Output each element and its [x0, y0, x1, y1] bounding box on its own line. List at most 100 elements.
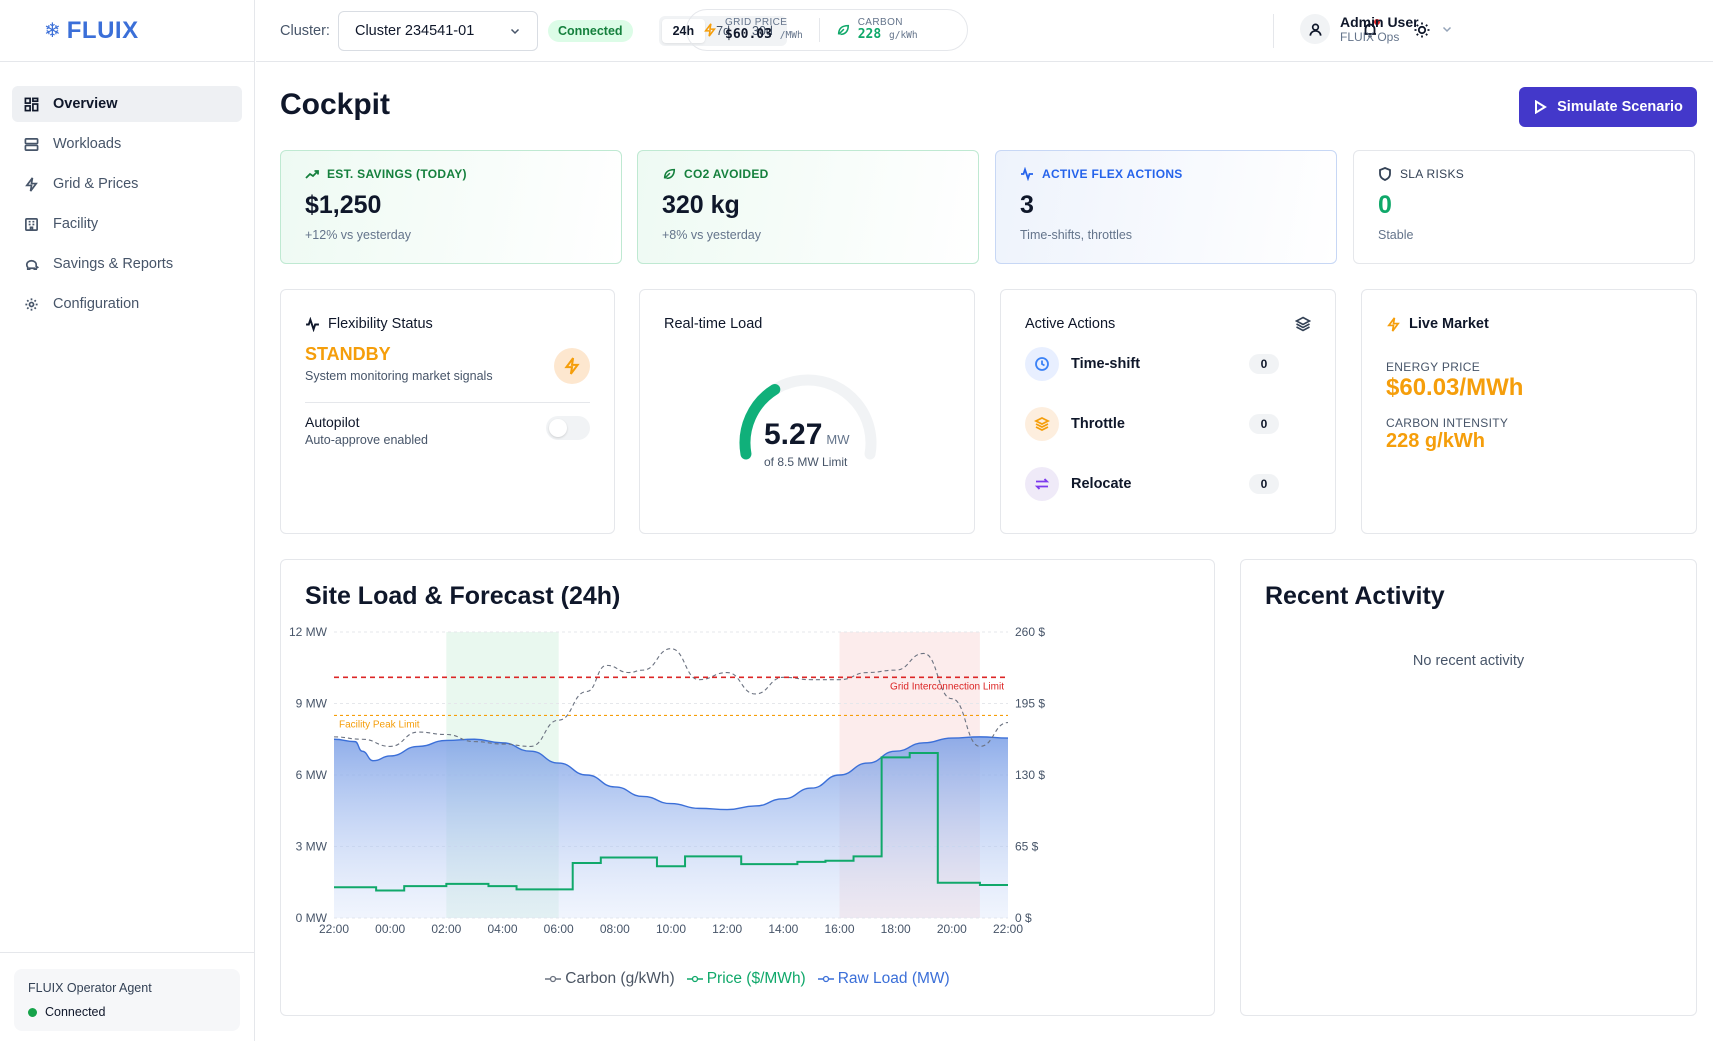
- bolt-icon: [25, 176, 38, 192]
- grid-icon: [24, 97, 39, 111]
- carbon-ticker: CARBON 228 g/kWh: [836, 17, 918, 43]
- user-menu[interactable]: Admin User FLUIX Ops: [1300, 14, 1453, 44]
- kpi-sla-risks-card: SLA RISKS 0 Stable: [1353, 150, 1695, 264]
- sidebar-item-configuration[interactable]: Configuration: [12, 286, 242, 322]
- flexibility-status-title: Flexibility Status: [328, 316, 433, 332]
- flexibility-divider: [305, 402, 590, 403]
- x-tick: 18:00: [881, 922, 911, 936]
- sidebar-item-savings-reports[interactable]: Savings & Reports: [12, 246, 242, 282]
- sidebar-item-grid-prices[interactable]: Grid & Prices: [12, 166, 242, 202]
- action-row-throttle[interactable]: Throttle 0: [1025, 406, 1279, 442]
- realtime-load-card: Real-time Load 5.27 MW of 8.5 MW Limit: [639, 289, 975, 534]
- carbon-label: CARBON: [857, 17, 903, 28]
- y-left-tick: 3 MW: [296, 840, 328, 854]
- piggy-icon: [25, 259, 39, 270]
- operator-agent-status-text: Connected: [45, 1005, 106, 1019]
- operator-agent-status: Connected: [28, 1005, 226, 1019]
- y-left-tick: 12 MW: [289, 625, 328, 639]
- x-tick: 22:00: [993, 922, 1023, 936]
- kpi-sla-value: 0: [1378, 191, 1392, 219]
- action-relocate-count: 0: [1249, 474, 1279, 494]
- kpi-flex-actions-card: ACTIVE FLEX ACTIONS 3 Time-shifts, throt…: [995, 150, 1337, 264]
- legend-price[interactable]: Price ($/MWh): [686, 970, 806, 988]
- x-tick: 02:00: [431, 922, 461, 936]
- clock-icon: [1025, 347, 1059, 381]
- action-row-time-shift[interactable]: Time-shift 0: [1025, 346, 1279, 382]
- flexibility-status-title-row: Flexibility Status: [305, 316, 590, 332]
- energy-price-value: $60.03/MWh: [1386, 374, 1524, 401]
- cluster-select[interactable]: Cluster 234541-01: [337, 10, 538, 51]
- grid-price-value: $60.03: [725, 27, 772, 42]
- carbon-line: [333, 648, 1009, 747]
- shield-icon: [1379, 167, 1391, 181]
- legend-load-marker: [817, 975, 834, 983]
- realtime-load-readout: 5.27 MW: [764, 418, 850, 452]
- gear-icon: [25, 297, 38, 311]
- energy-price-label: ENERGY PRICE: [1386, 360, 1481, 374]
- theme-toggle-button[interactable]: [1411, 19, 1433, 41]
- action-throttle-count: 0: [1249, 414, 1279, 434]
- bolt-icon: [704, 23, 716, 37]
- grid-price-label: GRID PRICE: [725, 17, 788, 28]
- active-actions-card: Active Actions Time-shift 0 Throttle 0 R…: [1000, 289, 1336, 534]
- legend-load-label: Raw Load (MW): [837, 970, 950, 987]
- kpi-savings-sub: +12% vs yesterday: [305, 228, 411, 242]
- gauge-fill: [739, 383, 781, 460]
- layers-icon[interactable]: [1295, 316, 1311, 332]
- range-30d-button[interactable]: 30d: [752, 23, 773, 38]
- avatar: [1300, 14, 1330, 44]
- y-right-tick: 65 $: [1015, 840, 1039, 854]
- user-divider: [1273, 14, 1274, 48]
- carbon-value: 228: [857, 27, 882, 42]
- clock-glyph: [1035, 357, 1049, 371]
- logo[interactable]: ❄ FLUIX: [0, 0, 254, 62]
- operator-agent-card[interactable]: FLUIX Operator Agent Connected: [14, 969, 240, 1031]
- sidebar-item-label: Workloads: [53, 136, 122, 152]
- simulate-scenario-button[interactable]: Simulate Scenario: [1519, 87, 1697, 127]
- x-tick: 00:00: [375, 922, 405, 936]
- autopilot-toggle[interactable]: [546, 416, 590, 440]
- legend-carbon-marker: [545, 975, 562, 983]
- action-relocate-label: Relocate: [1071, 476, 1132, 492]
- kpi-co2-card: CO2 AVOIDED 320 kg +8% vs yesterday: [637, 150, 979, 264]
- notifications-button[interactable]: [1359, 19, 1381, 41]
- notification-dot: [1374, 19, 1380, 25]
- server-icon: [24, 137, 39, 151]
- recent-activity-empty: No recent activity: [1412, 653, 1525, 669]
- sidebar-item-label: Configuration: [53, 296, 140, 312]
- legend-carbon-label: Carbon (g/kWh): [565, 970, 675, 987]
- leaf-icon: [837, 24, 849, 36]
- market-ticker: GRID PRICE $60.03 /MWh CARBON 228 g/kWh: [686, 9, 968, 51]
- y-right-tick: 130 $: [1015, 768, 1045, 782]
- autopilot-text: Autopilot Auto-approve enabled: [305, 414, 428, 447]
- swap-icon: [1025, 467, 1059, 501]
- x-tick: 20:00: [937, 922, 967, 936]
- y-right-tick: 195 $: [1015, 697, 1045, 711]
- kpi-co2-label: CO2 AVOIDED: [684, 167, 769, 181]
- swap-glyph: [1034, 478, 1050, 490]
- recent-activity-card: Recent Activity No recent activity: [1240, 559, 1697, 1016]
- realtime-load-unit: MW: [826, 432, 850, 447]
- sidebar-item-workloads[interactable]: Workloads: [12, 126, 242, 162]
- range-7d-button[interactable]: 7d: [716, 23, 731, 38]
- legend-price-marker: [686, 975, 703, 983]
- sidebar: ❄ FLUIX Overview Workloads Grid & Prices…: [0, 0, 255, 1041]
- action-row-relocate[interactable]: Relocate 0: [1025, 466, 1279, 502]
- action-time-shift-label: Time-shift: [1071, 356, 1141, 372]
- layers-glyph: [1034, 416, 1050, 432]
- operator-agent-title: FLUIX Operator Agent: [28, 981, 152, 995]
- kpi-sla-header: SLA RISKS: [1378, 167, 1670, 181]
- kpi-flex-label: ACTIVE FLEX ACTIONS: [1042, 167, 1183, 181]
- active-actions-title: Active Actions: [1025, 316, 1116, 332]
- sidebar-item-label: Facility: [53, 216, 99, 232]
- sidebar-item-overview[interactable]: Overview: [12, 86, 242, 122]
- realtime-load-limit: of 8.5 MW Limit: [764, 455, 848, 469]
- logo-text: FLUIX: [66, 16, 139, 44]
- kpi-savings-header: EST. SAVINGS (TODAY): [305, 167, 597, 181]
- sidebar-item-facility[interactable]: Facility: [12, 206, 242, 242]
- legend-load[interactable]: Raw Load (MW): [817, 970, 950, 988]
- kpi-flex-header: ACTIVE FLEX ACTIONS: [1020, 167, 1312, 181]
- price-line: [334, 752, 1008, 892]
- legend-carbon[interactable]: Carbon (g/kWh): [545, 970, 675, 988]
- grid-price-unit: /MWh: [779, 30, 803, 41]
